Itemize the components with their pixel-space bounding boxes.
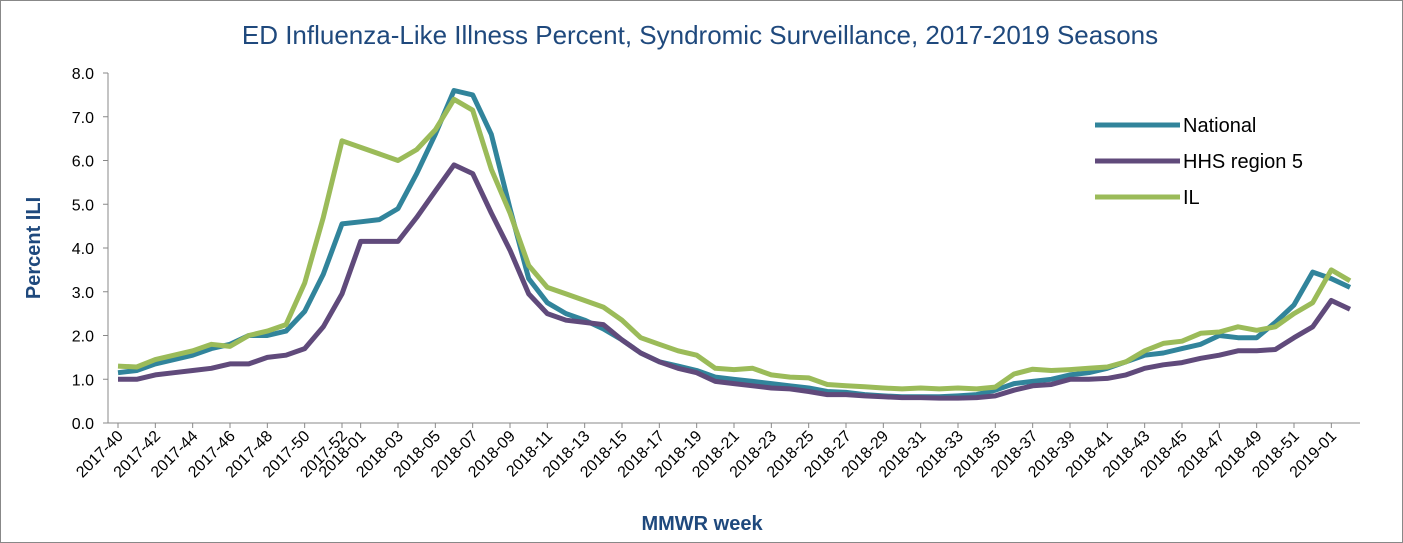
y-tick-label: 7.0 [72,110,94,127]
y-tick-label: 6.0 [72,154,94,171]
series-line [117,88,1352,400]
y-tick-label: 0.0 [72,416,94,433]
y-tick-label: 5.0 [72,197,94,214]
x-axis-label: MMWR week [641,513,763,535]
legend-label: HHS region 5 [1183,151,1303,173]
y-tick-label: 8.0 [72,66,94,83]
legend-label: National [1183,115,1256,137]
y-tick-label: 1.0 [72,372,94,389]
series-line [118,162,1352,401]
legend-label: IL [1183,187,1200,209]
chart-title: ED Influenza-Like Illness Percent, Syndr… [242,20,1158,50]
y-axis-label: Percent ILI [23,197,45,299]
y-tick-label: 3.0 [72,285,94,302]
y-tick-label: 4.0 [72,241,94,258]
series-line [117,96,1352,392]
y-tick-label: 2.0 [72,329,94,346]
